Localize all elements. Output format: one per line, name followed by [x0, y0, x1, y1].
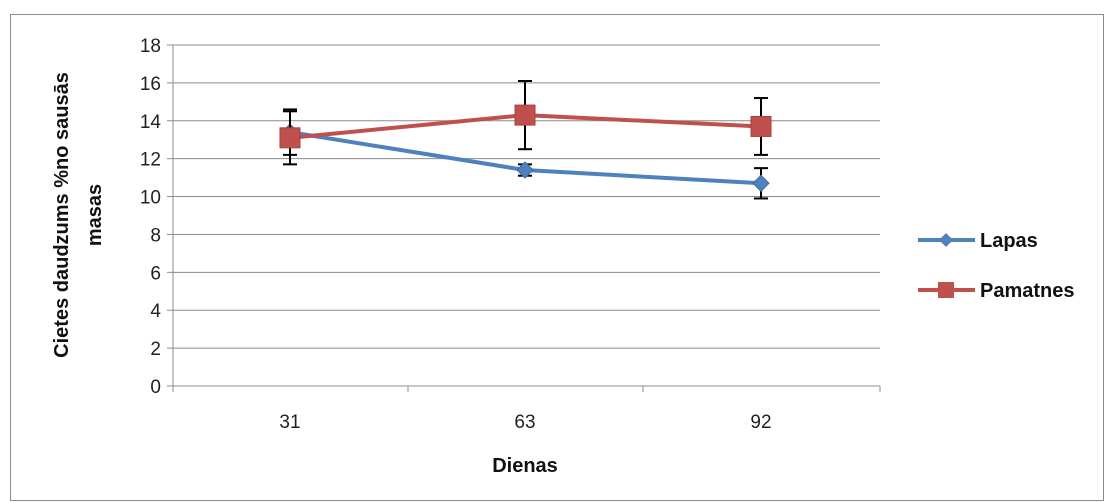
y-axis-title-line-2: masas	[84, 184, 106, 246]
x-tick-label: 31	[279, 412, 300, 433]
x-tick-labels: 31 63 92	[279, 412, 771, 433]
data-point-pamatnes	[514, 104, 536, 126]
y-tick-label: 6	[150, 263, 161, 284]
y-tick-label: 12	[140, 150, 161, 171]
y-tick-label: 16	[140, 74, 161, 95]
x-tick-label: 63	[514, 412, 535, 433]
series-group	[279, 79, 772, 200]
legend-marker-lapas	[939, 233, 953, 247]
x-tick-label: 92	[750, 412, 771, 433]
legend: Lapas Pamatnes	[918, 230, 1075, 302]
grid-lines	[167, 44, 881, 392]
y-tick-label: 4	[150, 301, 161, 322]
legend-label-pamatnes: Pamatnes	[980, 280, 1075, 302]
y-tick-label: 10	[140, 188, 161, 209]
legend-marker-pamatnes	[938, 282, 954, 298]
data-point-lapas	[752, 174, 770, 193]
x-axis-title: Dienas	[492, 455, 558, 477]
data-point-lapas	[516, 161, 534, 179]
y-tick-label: 0	[150, 377, 161, 398]
y-axis-title-line-1: Cietes daudzums %no sausās	[51, 72, 73, 358]
y-tick-label: 8	[150, 225, 161, 246]
data-point-pamatnes	[750, 115, 772, 137]
y-tick-label: 18	[140, 36, 161, 57]
data-point-pamatnes	[279, 127, 301, 149]
legend-label-lapas: Lapas	[980, 230, 1038, 252]
y-tick-labels: 0 2 4 6 8 10 12 14 16 18	[140, 36, 162, 398]
y-tick-label: 14	[140, 112, 162, 133]
y-tick-label: 2	[150, 339, 161, 360]
chart-frame	[10, 14, 1104, 501]
